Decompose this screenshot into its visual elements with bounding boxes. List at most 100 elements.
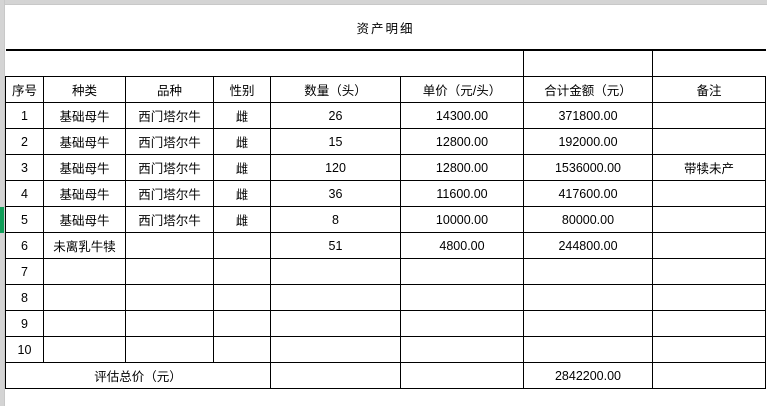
row-cell-price[interactable]: 12800.00 xyxy=(400,154,524,181)
row-cell-kind[interactable]: 基础母牛 xyxy=(43,180,126,207)
row-cell-price[interactable] xyxy=(400,258,524,285)
row-cell-note[interactable] xyxy=(651,128,767,155)
row-cell-note[interactable] xyxy=(651,258,767,285)
table-row[interactable]: 8 xyxy=(5,284,767,311)
row-cell-amount[interactable]: 1536000.00 xyxy=(523,154,653,181)
row-cell-kind[interactable]: 基础母牛 xyxy=(43,154,126,181)
row-cell-breed[interactable]: 西门塔尔牛 xyxy=(125,102,214,129)
table-row[interactable]: 6 未离乳牛犊 51 4800.00 244800.00 xyxy=(5,232,767,259)
row-cell-note[interactable] xyxy=(651,206,767,233)
row-cell-note[interactable] xyxy=(651,180,767,207)
footer-price[interactable] xyxy=(400,362,524,389)
row-cell-no[interactable]: 5 xyxy=(5,206,44,233)
table-row[interactable]: 5 基础母牛 西门塔尔牛雌 8 10000.00 80000.00 xyxy=(5,206,767,233)
spacer-cell-amount[interactable] xyxy=(523,50,653,77)
row-cell-amount[interactable] xyxy=(523,336,653,363)
footer-note[interactable] xyxy=(651,362,767,389)
table-row[interactable]: 10 xyxy=(5,336,767,363)
row-cell-no[interactable]: 8 xyxy=(5,284,44,311)
row-cell-price[interactable]: 10000.00 xyxy=(400,206,524,233)
row-cell-sex[interactable]: 雌 xyxy=(213,128,271,155)
row-cell-no[interactable]: 9 xyxy=(5,310,44,337)
row-cell-no[interactable]: 4 xyxy=(5,180,44,207)
row-cell-qty[interactable] xyxy=(270,336,401,363)
row-cell-breed[interactable] xyxy=(125,310,214,337)
row-cell-sex[interactable]: 雌 xyxy=(213,154,271,181)
row-cell-amount[interactable] xyxy=(523,310,653,337)
table-row[interactable]: 3 基础母牛 西门塔尔牛雌 120 12800.00 1536000.00 带犊未产 xyxy=(5,154,767,181)
row-cell-no[interactable]: 10 xyxy=(5,336,44,363)
row-cell-kind[interactable] xyxy=(43,284,126,311)
row-cell-no[interactable]: 6 xyxy=(5,232,44,259)
row-cell-breed[interactable] xyxy=(125,258,214,285)
row-cell-qty[interactable]: 26 xyxy=(270,102,401,129)
row-cell-kind[interactable]: 未离乳牛犊 xyxy=(43,232,126,259)
row-cell-qty[interactable]: 51 xyxy=(270,232,401,259)
row-cell-sex[interactable]: 雌 xyxy=(213,206,271,233)
row-cell-kind[interactable] xyxy=(43,258,126,285)
table-row[interactable]: 9 xyxy=(5,310,767,337)
row-cell-note[interactable] xyxy=(651,232,767,259)
footer-total-amount[interactable]: 2842200.00 xyxy=(523,362,653,389)
row-cell-price[interactable]: 4800.00 xyxy=(400,232,524,259)
row-cell-qty[interactable]: 120 xyxy=(270,154,401,181)
row-cell-price[interactable]: 14300.00 xyxy=(400,102,524,129)
row-cell-price[interactable] xyxy=(400,310,524,337)
spacer-cell-note[interactable] xyxy=(651,50,766,77)
row-cell-qty[interactable] xyxy=(270,258,401,285)
row-cell-price[interactable]: 11600.00 xyxy=(400,180,524,207)
asset-detail-table: 资产明细 序号 种类 品种 性别 数量（头） 单价（元/头） 合计金额（元） 备… xyxy=(5,5,767,389)
row-cell-kind[interactable]: 基础母牛 xyxy=(43,206,126,233)
row-cell-amount[interactable] xyxy=(523,258,653,285)
row-cell-amount[interactable]: 80000.00 xyxy=(523,206,653,233)
row-cell-note[interactable] xyxy=(651,310,767,337)
row-cell-price[interactable]: 12800.00 xyxy=(400,128,524,155)
row-cell-qty[interactable]: 15 xyxy=(270,128,401,155)
row-cell-breed[interactable] xyxy=(125,284,214,311)
row-cell-breed[interactable]: 西门塔尔牛 xyxy=(125,206,214,233)
row-cell-sex[interactable]: 雌 xyxy=(213,180,271,207)
row-cell-kind[interactable] xyxy=(43,336,126,363)
table-row[interactable]: 7 xyxy=(5,258,767,285)
row-cell-note[interactable] xyxy=(651,102,767,129)
row-cell-sex[interactable] xyxy=(213,232,271,259)
table-row[interactable]: 4 基础母牛 西门塔尔牛雌 36 11600.00 417600.00 xyxy=(5,180,767,207)
table-row[interactable]: 1 基础母牛 西门塔尔牛雌 26 14300.00 371800.00 xyxy=(5,102,767,129)
row-cell-breed[interactable]: 西门塔尔牛 xyxy=(125,128,214,155)
row-cell-breed[interactable]: 西门塔尔牛 xyxy=(125,180,214,207)
row-header-strip xyxy=(0,0,5,406)
row-cell-price[interactable] xyxy=(400,336,524,363)
row-cell-no[interactable]: 1 xyxy=(5,102,44,129)
row-cell-note[interactable] xyxy=(651,336,767,363)
row-cell-breed[interactable] xyxy=(125,232,214,259)
row-cell-no[interactable]: 7 xyxy=(5,258,44,285)
row-cell-amount[interactable]: 371800.00 xyxy=(523,102,653,129)
row-cell-sex[interactable] xyxy=(213,336,271,363)
row-cell-qty[interactable] xyxy=(270,310,401,337)
row-cell-sex[interactable] xyxy=(213,258,271,285)
row-cell-sex[interactable] xyxy=(213,310,271,337)
row-cell-kind[interactable]: 基础母牛 xyxy=(43,102,126,129)
row-cell-breed[interactable]: 西门塔尔牛 xyxy=(125,154,214,181)
header-cell-kind: 种类 xyxy=(43,76,126,103)
footer-qty[interactable] xyxy=(270,362,401,389)
row-cell-note[interactable] xyxy=(651,284,767,311)
row-cell-price[interactable] xyxy=(400,284,524,311)
row-cell-kind[interactable] xyxy=(43,310,126,337)
row-cell-no[interactable]: 2 xyxy=(5,128,44,155)
row-cell-note[interactable]: 带犊未产 xyxy=(651,154,767,181)
row-cell-qty[interactable]: 8 xyxy=(270,206,401,233)
row-cell-sex[interactable] xyxy=(213,284,271,311)
row-cell-no[interactable]: 3 xyxy=(5,154,44,181)
row-cell-amount[interactable]: 244800.00 xyxy=(523,232,653,259)
row-cell-sex[interactable]: 雌 xyxy=(213,102,271,129)
row-cell-amount[interactable] xyxy=(523,284,653,311)
spacer-cell-left[interactable] xyxy=(5,50,524,77)
row-cell-kind[interactable]: 基础母牛 xyxy=(43,128,126,155)
row-cell-amount[interactable]: 192000.00 xyxy=(523,128,653,155)
row-cell-qty[interactable]: 36 xyxy=(270,180,401,207)
row-cell-qty[interactable] xyxy=(270,284,401,311)
table-row[interactable]: 2 基础母牛 西门塔尔牛雌 15 12800.00 192000.00 xyxy=(5,128,767,155)
row-cell-amount[interactable]: 417600.00 xyxy=(523,180,653,207)
row-cell-breed[interactable] xyxy=(125,336,214,363)
